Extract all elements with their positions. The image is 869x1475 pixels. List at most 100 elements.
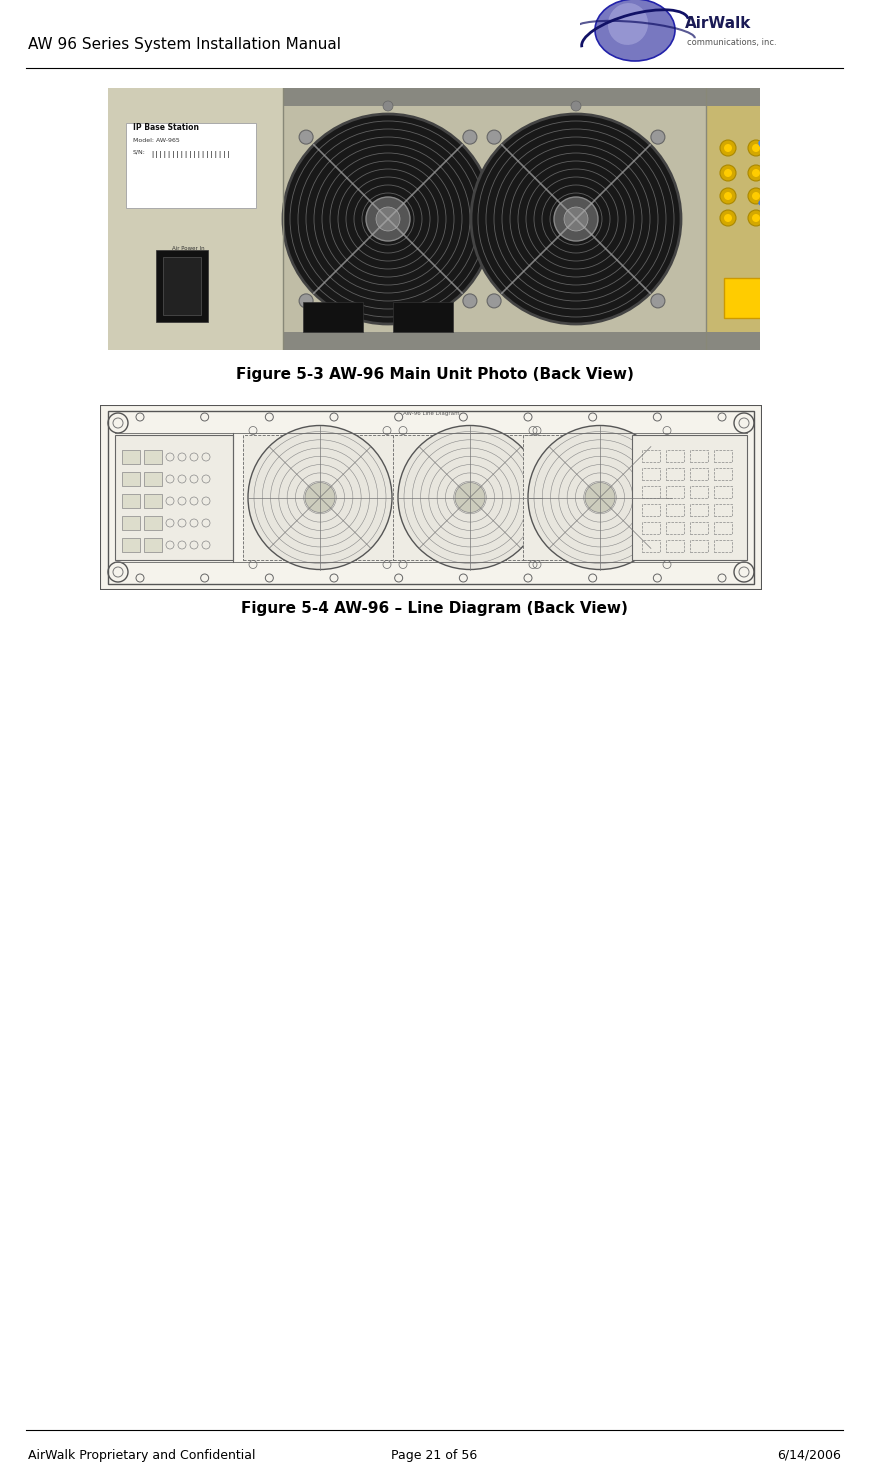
- Circle shape: [752, 170, 760, 177]
- Circle shape: [720, 187, 736, 204]
- Bar: [163, 257, 201, 316]
- Bar: [714, 540, 732, 552]
- Circle shape: [651, 130, 665, 145]
- Text: Air Power In: Air Power In: [172, 245, 204, 251]
- Circle shape: [299, 294, 313, 308]
- Circle shape: [471, 114, 681, 324]
- Bar: [642, 485, 660, 499]
- Text: communications, inc.: communications, inc.: [687, 37, 777, 47]
- Circle shape: [780, 192, 788, 201]
- Circle shape: [488, 294, 501, 308]
- Bar: [724, 277, 772, 319]
- Circle shape: [752, 192, 760, 201]
- Bar: [690, 540, 708, 552]
- Bar: [144, 494, 162, 507]
- Circle shape: [248, 425, 392, 569]
- Circle shape: [748, 209, 764, 226]
- Circle shape: [283, 114, 493, 324]
- Text: S/N:: S/N:: [133, 150, 146, 155]
- Bar: [144, 516, 162, 530]
- Circle shape: [398, 425, 542, 569]
- Bar: [632, 435, 747, 560]
- Bar: [523, 435, 677, 560]
- Circle shape: [720, 140, 736, 156]
- Circle shape: [488, 130, 501, 145]
- Circle shape: [383, 100, 393, 111]
- Bar: [122, 450, 140, 465]
- Text: AW-96 Line Diagram: AW-96 Line Diagram: [402, 410, 460, 416]
- Bar: [714, 450, 732, 462]
- Bar: [393, 435, 547, 560]
- Circle shape: [724, 192, 732, 201]
- Bar: [714, 504, 732, 516]
- Text: IP Base Station: IP Base Station: [133, 122, 199, 131]
- Circle shape: [748, 140, 764, 156]
- Bar: [642, 504, 660, 516]
- Bar: [714, 522, 732, 534]
- Text: Page 21 of 56: Page 21 of 56: [391, 1448, 478, 1462]
- Text: Figure 5-3 AW-96 Main Unit Photo (Back View): Figure 5-3 AW-96 Main Unit Photo (Back V…: [235, 367, 634, 382]
- Circle shape: [748, 187, 764, 204]
- Bar: [642, 540, 660, 552]
- Text: AirWalk: AirWalk: [685, 16, 752, 31]
- Bar: [690, 450, 708, 462]
- Bar: [115, 435, 233, 560]
- Bar: [122, 516, 140, 530]
- Circle shape: [780, 145, 788, 152]
- Bar: [144, 450, 162, 465]
- Circle shape: [776, 209, 792, 226]
- Ellipse shape: [608, 3, 648, 44]
- Circle shape: [776, 165, 792, 181]
- Bar: [122, 472, 140, 485]
- Circle shape: [748, 165, 764, 181]
- Circle shape: [305, 482, 335, 512]
- Bar: [690, 522, 708, 534]
- Bar: [144, 472, 162, 485]
- Bar: [108, 88, 760, 106]
- Circle shape: [366, 198, 410, 240]
- Bar: [642, 450, 660, 462]
- Circle shape: [585, 482, 615, 512]
- Circle shape: [724, 170, 732, 177]
- Circle shape: [299, 130, 313, 145]
- Bar: [690, 468, 708, 479]
- Bar: [303, 302, 363, 332]
- Circle shape: [776, 140, 792, 156]
- Circle shape: [720, 165, 736, 181]
- Bar: [642, 468, 660, 479]
- Bar: [714, 485, 732, 499]
- Bar: [666, 522, 684, 534]
- Bar: [690, 504, 708, 516]
- Circle shape: [776, 187, 792, 204]
- Bar: [666, 540, 684, 552]
- Circle shape: [463, 130, 477, 145]
- Bar: [156, 249, 208, 322]
- Bar: [108, 332, 760, 350]
- Circle shape: [571, 100, 581, 111]
- Ellipse shape: [595, 0, 675, 60]
- Circle shape: [780, 170, 788, 177]
- Circle shape: [554, 198, 598, 240]
- Circle shape: [752, 145, 760, 152]
- Bar: [642, 522, 660, 534]
- Circle shape: [720, 209, 736, 226]
- Circle shape: [724, 145, 732, 152]
- Circle shape: [376, 207, 400, 232]
- Circle shape: [564, 207, 588, 232]
- Bar: [243, 435, 397, 560]
- Bar: [108, 88, 283, 350]
- Circle shape: [780, 214, 788, 223]
- Bar: [690, 485, 708, 499]
- Bar: [122, 494, 140, 507]
- Bar: [666, 450, 684, 462]
- Bar: [706, 106, 760, 332]
- Bar: [126, 122, 256, 208]
- Bar: [666, 504, 684, 516]
- Bar: [122, 538, 140, 552]
- Bar: [666, 485, 684, 499]
- Circle shape: [752, 214, 760, 223]
- Text: |||||||||||||||||||: |||||||||||||||||||: [150, 150, 231, 158]
- Text: Model: AW-965: Model: AW-965: [133, 139, 180, 143]
- Text: 6/14/2006: 6/14/2006: [777, 1448, 841, 1462]
- Circle shape: [528, 425, 672, 569]
